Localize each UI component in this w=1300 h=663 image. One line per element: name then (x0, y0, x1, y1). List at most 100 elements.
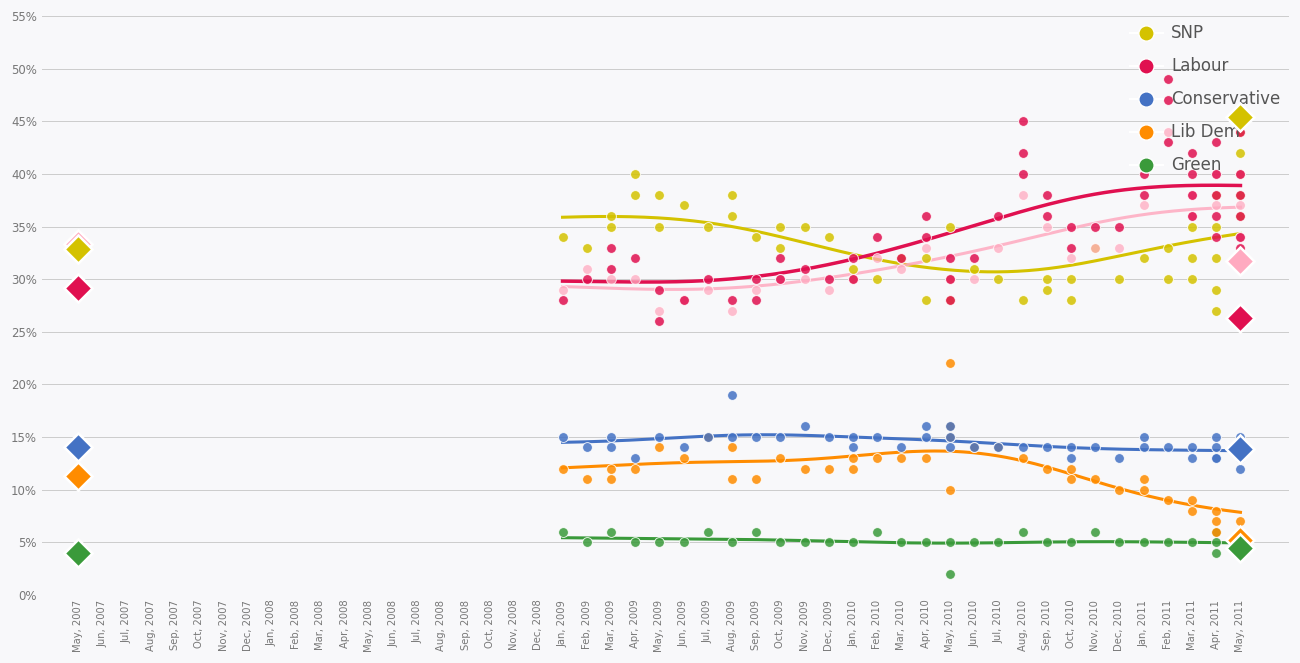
Point (1013, 190, 1034, 200)
Point (963, 274, 984, 284)
Point (988, 442, 1009, 453)
Point (1084, 242, 1105, 253)
Point (673, 537, 694, 548)
Point (842, 274, 863, 284)
Point (1230, 537, 1251, 548)
Point (963, 442, 984, 453)
Point (1206, 190, 1227, 200)
Point (746, 284, 767, 295)
Point (940, 432, 961, 442)
Point (940, 274, 961, 284)
Point (1182, 211, 1202, 221)
Point (1230, 232, 1251, 243)
Point (1230, 127, 1251, 137)
Point (1230, 537, 1251, 548)
Point (1134, 200, 1154, 211)
Point (601, 221, 621, 232)
Point (1061, 463, 1082, 474)
Point (722, 537, 742, 548)
Point (1230, 168, 1251, 179)
Point (1036, 442, 1057, 453)
Point (601, 432, 621, 442)
Point (770, 221, 790, 232)
Point (649, 306, 670, 316)
Point (1036, 221, 1057, 232)
Point (649, 190, 670, 200)
Point (940, 358, 961, 369)
Point (842, 253, 863, 263)
Point (625, 190, 646, 200)
Point (940, 274, 961, 284)
Point (1109, 242, 1130, 253)
Point (988, 274, 1009, 284)
Point (1230, 190, 1251, 200)
Point (1182, 453, 1202, 463)
Point (770, 274, 790, 284)
Point (1230, 200, 1251, 211)
Point (819, 284, 840, 295)
Point (1182, 168, 1202, 179)
Point (1157, 537, 1178, 548)
Point (915, 537, 936, 548)
Point (722, 211, 742, 221)
Point (1157, 442, 1178, 453)
Legend: SNP, Labour, Conservative, Lib Dem, Green: SNP, Labour, Conservative, Lib Dem, Gree… (1130, 25, 1280, 174)
Point (1206, 432, 1227, 442)
Point (1230, 432, 1251, 442)
Point (1230, 168, 1251, 179)
Point (1230, 232, 1251, 243)
Point (601, 274, 621, 284)
Point (1230, 442, 1251, 453)
Point (1061, 295, 1082, 306)
Point (891, 453, 911, 463)
Point (1206, 526, 1227, 537)
Point (963, 263, 984, 274)
Point (1157, 137, 1178, 148)
Point (649, 537, 670, 548)
Point (722, 474, 742, 485)
Point (1134, 432, 1154, 442)
Point (770, 253, 790, 263)
Point (867, 432, 888, 442)
Point (576, 242, 597, 253)
Point (1206, 200, 1227, 211)
Point (722, 432, 742, 442)
Point (1013, 168, 1034, 179)
Point (915, 421, 936, 432)
Point (649, 221, 670, 232)
Point (988, 537, 1009, 548)
Point (940, 274, 961, 284)
Point (1157, 495, 1178, 505)
Point (891, 442, 911, 453)
Point (1206, 537, 1227, 548)
Point (1230, 516, 1251, 526)
Point (625, 274, 646, 284)
Point (1230, 463, 1251, 474)
Point (697, 274, 718, 284)
Point (940, 253, 961, 263)
Point (1206, 168, 1227, 179)
Point (940, 421, 961, 432)
Point (988, 211, 1009, 221)
Point (649, 316, 670, 327)
Point (1157, 74, 1178, 85)
Point (867, 526, 888, 537)
Point (819, 463, 840, 474)
Point (1182, 505, 1202, 516)
Point (1230, 190, 1251, 200)
Point (1084, 526, 1105, 537)
Point (915, 242, 936, 253)
Point (891, 537, 911, 548)
Point (673, 295, 694, 306)
Point (1182, 274, 1202, 284)
Point (746, 526, 767, 537)
Point (940, 537, 961, 548)
Point (1036, 537, 1057, 548)
Point (552, 463, 573, 474)
Point (1206, 453, 1227, 463)
Point (1084, 221, 1105, 232)
Point (1230, 168, 1251, 179)
Point (794, 537, 815, 548)
Point (1182, 253, 1202, 263)
Point (1061, 537, 1082, 548)
